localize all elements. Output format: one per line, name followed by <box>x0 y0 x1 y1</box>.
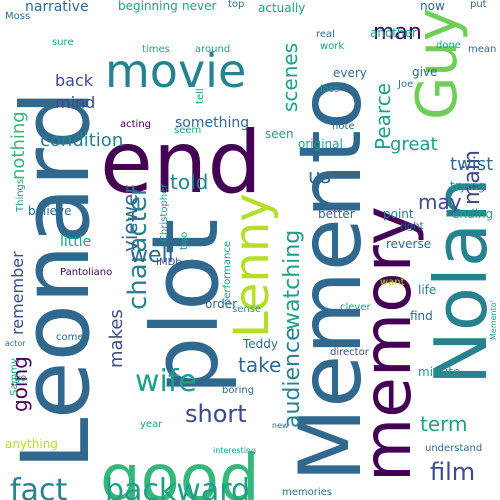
cloud-word-back: back <box>55 71 94 90</box>
cloud-word-actually: actually <box>258 1 306 15</box>
cloud-word-times: times <box>142 44 170 55</box>
cloud-word-top: top <box>228 0 245 10</box>
cloud-word-makes: makes <box>106 309 127 368</box>
cloud-word-life: life <box>418 283 437 297</box>
cloud-word-put: put <box>470 0 487 10</box>
cloud-word-reverse: reverse <box>386 237 432 251</box>
cloud-word-sense: sense <box>232 304 262 315</box>
cloud-word-imdb: IMDb <box>156 257 182 268</box>
cloud-word-go: go <box>14 373 27 384</box>
cloud-word-another: another <box>370 26 417 40</box>
cloud-word-around: around <box>195 44 231 55</box>
cloud-word-moss: Moss <box>5 11 31 22</box>
cloud-word-narrative: narrative <box>25 0 89 15</box>
cloud-word-twist: twist <box>450 154 494 175</box>
cloud-word-audience: audience <box>280 327 305 428</box>
cloud-word-viewer: viewer <box>118 185 142 252</box>
cloud-word-memories: memories <box>282 487 333 498</box>
cloud-word-never: never <box>182 0 217 13</box>
cloud-word-year: year <box>140 419 163 430</box>
cloud-word-something: something <box>175 115 250 131</box>
cloud-word-want: want <box>380 277 405 288</box>
cloud-word-minute: minute <box>418 365 461 379</box>
cloud-word-give: give <box>412 65 438 79</box>
cloud-word-wife: wife <box>135 364 197 399</box>
cloud-word-end: end <box>100 113 263 213</box>
cloud-word-right: right <box>400 221 424 232</box>
cloud-word-better: better <box>318 207 355 221</box>
cloud-word-believe: believe <box>28 204 72 218</box>
cloud-word-performance: performance <box>222 240 233 305</box>
cloud-word-backward: backward <box>105 473 251 500</box>
cloud-word-take: take <box>238 353 282 377</box>
cloud-word-scenes: scenes <box>278 42 302 112</box>
cloud-word-find: find <box>410 309 433 323</box>
cloud-word-memento: Memento' <box>489 300 498 340</box>
cloud-word-teddy: Teddy <box>243 337 279 351</box>
cloud-word-original: original <box>298 137 343 151</box>
cloud-word-beginning: beginning <box>118 0 178 13</box>
cloud-word-movie: movie <box>105 44 247 98</box>
cloud-word-man: man <box>373 20 422 45</box>
cloud-word-real: real <box>316 29 335 40</box>
cloud-word-seem: seem <box>174 125 202 136</box>
cloud-word-come: come <box>56 332 84 343</box>
cloud-word-mean: mean <box>468 44 497 55</box>
cloud-word-well: well <box>130 243 174 268</box>
cloud-word-sure: sure <box>52 37 74 48</box>
cloud-word-understand: understand <box>425 443 483 454</box>
cloud-word-every: every <box>333 66 367 80</box>
cloud-word-short: short <box>185 400 247 428</box>
cloud-word-joe: Joe <box>398 79 414 90</box>
cloud-word-now: now <box>420 0 445 13</box>
cloud-word-boring: boring <box>222 385 255 396</box>
cloud-word-interesting: interesting <box>213 446 257 455</box>
cloud-word-things: Things <box>15 178 26 212</box>
cloud-word-us: us <box>308 164 332 188</box>
cloud-word-new: new <box>272 421 289 430</box>
cloud-word-little: little <box>60 234 92 250</box>
cloud-word-may: may <box>418 190 462 214</box>
cloud-word-fact: fact <box>10 473 68 500</box>
cloud-word-anything: anything <box>5 437 58 451</box>
cloud-word-work: work <box>320 41 345 52</box>
cloud-word-tell: tell <box>195 88 206 104</box>
cloud-word-film: film <box>430 458 476 486</box>
cloud-word-term: term <box>420 412 468 436</box>
cloud-word-actor: actor <box>5 339 26 348</box>
cloud-word-point: point <box>383 207 414 221</box>
cloud-word-note: note <box>332 121 355 132</box>
cloud-word-watching: watching <box>280 229 305 330</box>
cloud-word-lenny: Lenny <box>224 193 280 338</box>
cloud-word-acting: acting <box>120 119 152 130</box>
cloud-word-loss: loss <box>320 84 340 95</box>
cloud-word-two: two <box>179 231 190 250</box>
cloud-word-remember: remember <box>8 251 27 335</box>
cloud-word-mind: mind <box>55 93 96 112</box>
cloud-word-great: great <box>390 134 438 155</box>
cloud-word-nothing: nothing <box>8 111 29 180</box>
cloud-word-ending: ending <box>452 207 494 221</box>
cloud-word-christopher: Christopher <box>159 183 170 242</box>
cloud-word-condition: condition <box>40 130 124 151</box>
cloud-word-seen: seen <box>265 127 294 141</box>
cloud-word-pantoliano: Pantoliano <box>60 267 113 278</box>
cloud-word-told: told <box>170 170 209 194</box>
cloud-word-good: good <box>100 442 260 500</box>
cloud-word-done: done <box>436 40 461 51</box>
cloud-word-director: director <box>330 347 369 358</box>
cloud-word-trying: trying <box>450 179 486 193</box>
cloud-word-clever: clever <box>340 302 371 313</box>
cloud-word-order: order <box>205 297 237 311</box>
